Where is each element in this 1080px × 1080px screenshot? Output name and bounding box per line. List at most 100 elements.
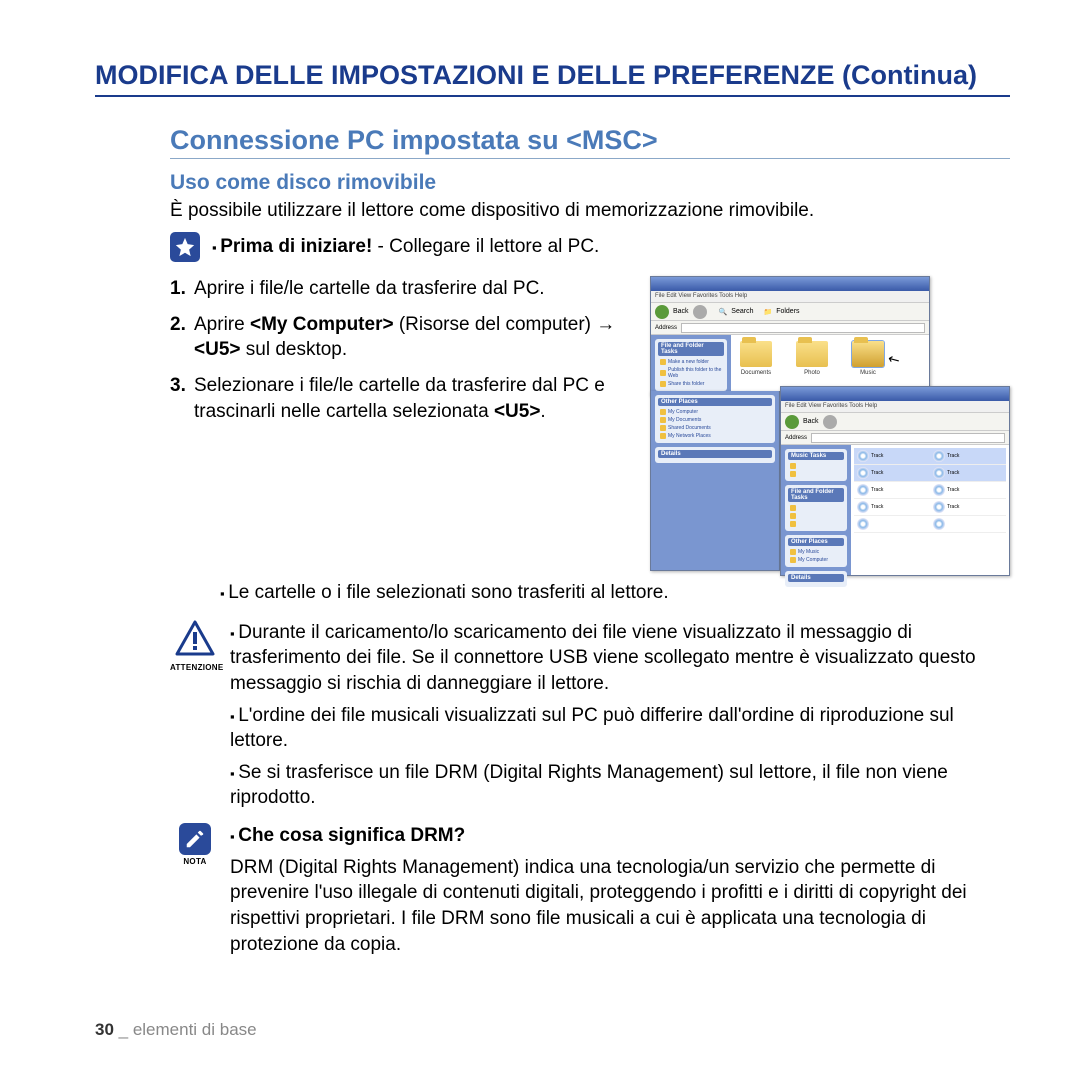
panel-row [788, 470, 844, 478]
addr-label: Address [655, 325, 677, 331]
win-toolbar: Back [781, 413, 1009, 431]
page-number: 30 [95, 1020, 114, 1039]
prestart-rest: - Collegare il lettore al PC. [372, 236, 599, 257]
titlebar [781, 387, 1009, 401]
prestart-bold: Prima di iniziare! [220, 236, 372, 257]
music-row [854, 516, 1006, 533]
folder-label: Photo [793, 370, 831, 376]
folder-icon-selected: Music [849, 341, 887, 376]
b: <My Computer> [250, 314, 394, 335]
cd-icon [933, 501, 945, 513]
folder-label: Documents [737, 370, 775, 376]
music-row-selected: Track Track [854, 465, 1006, 482]
footer-section: elementi di base [133, 1020, 257, 1039]
cd-icon [857, 518, 869, 530]
step-num: 1. [170, 276, 194, 302]
win-toolbar: Back 🔍Search 📁Folders [651, 303, 929, 321]
b: <U5> [194, 339, 240, 360]
intro-text: È possibile utilizzare il lettore come d… [170, 200, 1010, 222]
panel-header: Other Places [658, 398, 772, 406]
panel-row [788, 520, 844, 528]
step-text: Aprire <My Computer> (Risorse del comput… [194, 312, 630, 363]
note-answer: DRM (Digital Rights Management) indica u… [230, 855, 1010, 958]
panel-row: My Documents [658, 416, 772, 424]
warning-label: ATTENZIONE [170, 663, 220, 672]
panel-row [788, 504, 844, 512]
back-icon [785, 415, 799, 429]
music-list: Track Track Track Track Track Track Trac… [851, 445, 1009, 575]
side-panel: File and Folder Tasks Make a new folder … [651, 335, 731, 395]
panel-row: My Computer [788, 556, 844, 564]
addr-label: Address [785, 435, 807, 441]
address-bar: Address [781, 431, 1009, 445]
side-panel: Music Tasks File and Folder Tasks Other … [781, 445, 851, 575]
t: . [540, 401, 545, 422]
step-num: 2. [170, 312, 194, 363]
panel-row: Shared Documents [658, 424, 772, 432]
step-1: 1. Aprire i file/le cartelle da trasferi… [170, 276, 630, 302]
note-block: NOTA Che cosa significa DRM? DRM (Digita… [170, 823, 1010, 963]
panel-header: Details [788, 574, 844, 582]
cd-icon [857, 501, 869, 513]
panel-row: Share this folder [658, 380, 724, 388]
step-text: Selezionare i file/le cartelle da trasfe… [194, 373, 630, 424]
explorer-sidepanel-extended: Other Places My Computer My Documents Sh… [650, 391, 780, 571]
explorer-window-1: File Edit View Favorites Tools Help Back… [650, 276, 930, 396]
warning-p2: L'ordine dei file musicali visualizzati … [230, 703, 1010, 754]
page-footer: 30 _ elementi di base [95, 1020, 257, 1040]
step-2: 2. Aprire <My Computer> (Risorse del com… [170, 312, 630, 363]
note-icon [179, 823, 211, 855]
folder-label: Music [849, 370, 887, 376]
star-icon [170, 232, 200, 262]
music-row: Track Track [854, 482, 1006, 499]
panel-header: File and Folder Tasks [788, 488, 844, 502]
music-row: Track Track [854, 499, 1006, 516]
side-panel: Other Places My Computer My Documents Sh… [651, 391, 779, 570]
addr-field [681, 323, 925, 333]
folders-label: Folders [776, 308, 799, 315]
warning-block: ATTENZIONE Durante il caricamento/lo sca… [170, 620, 1010, 817]
fwd-icon [693, 305, 707, 319]
b: <U5> [494, 401, 540, 422]
music-row-selected: Track Track [854, 448, 1006, 465]
step-text: Aprire i file/le cartelle da trasferire … [194, 276, 630, 302]
fwd-icon [823, 415, 837, 429]
titlebar [651, 277, 929, 291]
t: Aprire [194, 314, 250, 335]
cd-icon [933, 450, 945, 462]
panel-header: Other Places [788, 538, 844, 546]
t: sul desktop. [240, 339, 347, 360]
panel-row: Make a new folder [658, 358, 724, 366]
back-icon [655, 305, 669, 319]
folder-icon: Photo [793, 341, 831, 376]
explorer-window-2: File Edit View Favorites Tools Help Back… [780, 386, 1010, 576]
warning-p1: Durante il caricamento/lo scaricamento d… [230, 620, 1010, 697]
panel-header: Details [658, 450, 772, 458]
cd-icon [933, 467, 945, 479]
panel-row [788, 512, 844, 520]
section-heading: Connessione PC impostata su <MSC> [170, 125, 1010, 159]
cd-icon [857, 450, 869, 462]
cd-icon [933, 484, 945, 496]
back-label: Back [803, 418, 819, 425]
folder-icon: Documents [737, 341, 775, 376]
note-question: Che cosa significa DRM? [230, 823, 1010, 849]
warning-icon [175, 620, 215, 656]
panel-header: Music Tasks [788, 452, 844, 460]
note-label: NOTA [170, 857, 220, 866]
back-label: Back [673, 308, 689, 315]
search-label: Search [731, 308, 753, 315]
panel-row: My Computer [658, 408, 772, 416]
footer-sep: _ [114, 1020, 133, 1039]
panel-row [788, 462, 844, 470]
cd-icon [857, 484, 869, 496]
sub-heading: Uso come disco rimovibile [170, 171, 1010, 195]
prestart-row: Prima di iniziare! - Collegare il lettor… [170, 232, 1010, 262]
t: (Risorse del computer) → [394, 314, 616, 335]
address-bar: Address [651, 321, 929, 335]
prestart-text: Prima di iniziare! - Collegare il lettor… [212, 236, 599, 258]
panel-row: My Network Places [658, 432, 772, 440]
step-num: 3. [170, 373, 194, 424]
panel-row: Publish this folder to the Web [658, 366, 724, 380]
cd-icon [857, 467, 869, 479]
